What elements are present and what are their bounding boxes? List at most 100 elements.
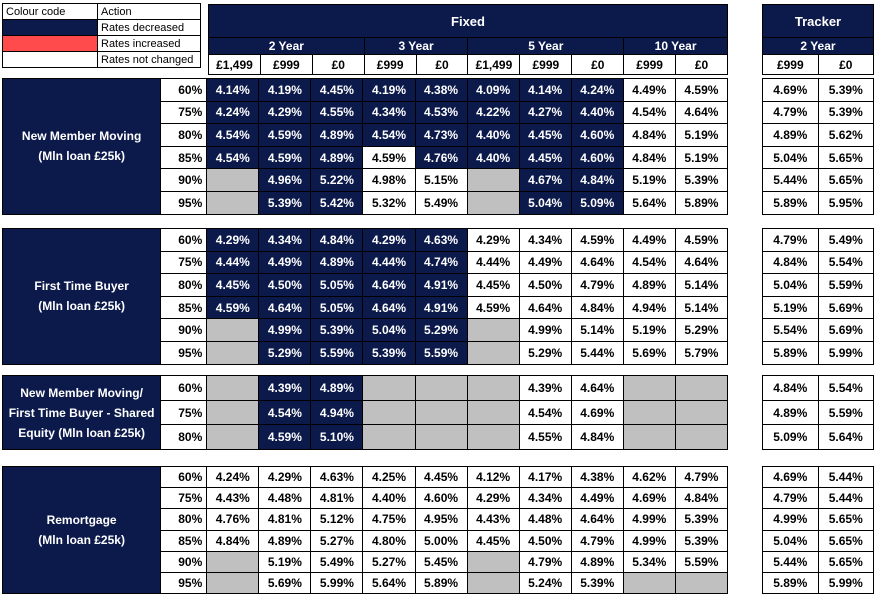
fixed-rate-cell: [622, 424, 676, 451]
fixed-rate-cell: 5.04%: [518, 190, 572, 215]
fixed-rate-cell: 4.64%: [362, 295, 416, 320]
fixed-rate-cell: 4.45%: [466, 529, 520, 552]
fixed-rate-cell: 4.59%: [674, 228, 729, 252]
table-row: 75% 4.54% 4.94% 4.54% 4.69%: [3, 399, 729, 426]
fixed-rate-cell: 4.64%: [674, 100, 729, 125]
fixed-rate-cell: [206, 340, 260, 365]
fixed-rate-cell: 4.54%: [206, 145, 260, 170]
fixed-rate-cell: 4.54%: [362, 123, 416, 147]
tracker-rate-cell: 4.69%: [762, 78, 819, 102]
fixed-rate-cell: [414, 424, 468, 451]
fixed-rate-cell: 4.45%: [414, 465, 468, 489]
fixed-rate-cell: 4.76%: [414, 145, 468, 170]
tracker-rate-cell: 5.44%: [762, 168, 819, 192]
term-5-year: 5 Year: [467, 37, 625, 55]
table-row: 80% 4.76% 4.81% 5.12% 4.75% 4.95% 4.43% 4.48% 4.…: [3, 508, 729, 531]
tracker-section-table: 4.84% 5.54% 4.89% 5.59% 5.09% 5.64%: [762, 375, 874, 451]
fixed-rate-cell: 4.40%: [570, 100, 624, 125]
fixed-rate-cell: 4.59%: [466, 295, 520, 320]
table-row: 85% 4.59% 4.64% 5.05% 4.64% 4.91% 4.59% 4.64% 4.…: [3, 295, 729, 320]
fixed-rate-cell: 4.24%: [206, 465, 260, 489]
tracker-rate-cell: 5.09%: [762, 424, 819, 451]
fixed-rate-cell: [674, 571, 729, 595]
table-row: 90% 4.99% 5.39% 5.04% 5.29% 4.99% 5.14% 5.19% 5.…: [3, 318, 729, 342]
tracker-row: 5.09% 5.64%: [762, 424, 874, 451]
tracker-rate-cell: 5.99%: [817, 571, 874, 595]
section-label-line: First Time Buyer: [34, 279, 129, 294]
tracker-fee-0: £0: [817, 54, 875, 75]
fixed-rate-cell: 4.64%: [258, 295, 312, 320]
table-row: 80% 4.45% 4.50% 5.05% 4.64% 4.91% 4.45% 4.50% 4.…: [3, 273, 729, 297]
fixed-rate-cell: 4.59%: [570, 228, 624, 252]
tracker-row: 5.44% 5.65%: [762, 168, 874, 192]
fixed-rate-cell: [362, 399, 416, 426]
tracker-term-2-year: 2 Year: [762, 37, 874, 55]
fixed-rate-cell: 5.45%: [414, 550, 468, 573]
section-label: New Member Moving/First Time Buyer - Sha…: [1, 374, 162, 451]
fixed-header: Fixed 2 Year 3 Year 5 Year 10 Year £1,49…: [208, 4, 728, 75]
fixed-rate-cell: 4.89%: [310, 123, 364, 147]
fixed-rate-cell: 4.64%: [570, 250, 624, 275]
tracker-row: 4.69% 5.44%: [762, 465, 874, 489]
fixed-rate-cell: 4.99%: [622, 508, 676, 531]
fixed-rate-cell: 4.19%: [258, 78, 312, 102]
fixed-rate-cell: 4.49%: [518, 250, 572, 275]
fixed-rate-cell: 4.99%: [258, 318, 312, 342]
fixed-rate-cell: 5.39%: [674, 508, 729, 531]
fixed-rate-cell: 4.79%: [674, 465, 729, 489]
fixed-rate-cell: [362, 424, 416, 451]
fixed-rate-cell: 5.19%: [674, 145, 729, 170]
table-row: 85% 4.84% 4.89% 5.27% 4.80% 5.00% 4.45% 4.50% 4.…: [3, 529, 729, 552]
fixed-rate-cell: 4.74%: [414, 250, 468, 275]
fixed-rate-cell: [674, 399, 729, 426]
section-label-line: (Mln loan £25k): [38, 149, 125, 164]
fixed-rate-cell: 4.59%: [362, 145, 416, 170]
fixed-rate-cell: 4.50%: [518, 529, 572, 552]
tracker-rate-cell: 5.65%: [817, 168, 874, 192]
fixed-rate-cell: 4.89%: [310, 250, 364, 275]
tracker-rate-cell: 5.39%: [817, 100, 874, 125]
tracker-section-table: 4.79% 5.49% 4.84% 5.54% 5.04% 5.59% 5.19% 5.69%…: [762, 228, 874, 365]
fixed-rate-cell: 5.32%: [362, 190, 416, 215]
fixed-rate-cell: 4.96%: [258, 168, 312, 192]
tracker-row: 5.04% 5.65%: [762, 145, 874, 170]
fixed-rate-cell: 5.39%: [362, 340, 416, 365]
tracker-rate-cell: 5.64%: [817, 424, 874, 451]
tracker-rate-cell: 5.89%: [762, 190, 819, 215]
section-label: Remortgage (Mln loan £25k): [1, 465, 162, 595]
tracker-section-table: 4.69% 5.44% 4.79% 5.44% 4.99% 5.65% 5.04% 5.65%…: [762, 465, 874, 595]
fixed-rate-cell: 5.69%: [622, 340, 676, 365]
fixed-rate-cell: 4.79%: [570, 529, 624, 552]
tracker-rate-cell: 5.69%: [817, 295, 874, 320]
ltv-label: 60%: [160, 228, 208, 252]
fixed-rate-cell: 4.49%: [622, 228, 676, 252]
fixed-rate-cell: 4.80%: [362, 529, 416, 552]
fixed-rate-cell: 4.45%: [206, 273, 260, 297]
section-table: New Member Moving (Mln loan £25k) 60% 4.14%…: [1, 78, 729, 215]
fixed-rate-cell: 4.64%: [518, 295, 572, 320]
section-label-line: First Time Buyer - Shared: [8, 405, 155, 420]
fixed-rate-cell: 4.59%: [258, 123, 312, 147]
ltv-label: 80%: [160, 273, 208, 297]
fixed-rate-cell: 4.43%: [466, 508, 520, 531]
legend-header-colour: Colour code: [2, 3, 98, 20]
fixed-rate-cell: 5.42%: [310, 190, 364, 215]
fixed-rate-cell: 4.91%: [414, 273, 468, 297]
fixed-rate-cell: 4.12%: [466, 465, 520, 489]
table-row: New Member Moving (Mln loan £25k) 60% 4.14%…: [1, 78, 729, 215]
tracker-row: 5.89% 5.99%: [762, 571, 874, 595]
tracker-row: 4.89% 5.62%: [762, 123, 874, 147]
fixed-rate-cell: 5.14%: [570, 318, 624, 342]
fixed-rate-cell: 4.49%: [258, 250, 312, 275]
fixed-rate-cell: [466, 550, 520, 573]
tracker-title: Tracker: [762, 4, 874, 38]
table-row: 75% 4.43% 4.48% 4.81% 4.40% 4.60% 4.29% 4.34% 4.…: [3, 487, 729, 510]
fixed-rate-cell: 4.89%: [570, 550, 624, 573]
fixed-rate-cell: [414, 399, 468, 426]
fixed-rate-cell: 4.89%: [310, 375, 364, 401]
tracker-rate-cell: 5.65%: [817, 508, 874, 531]
fixed-rate-cell: [466, 399, 520, 426]
fixed-rate-cell: 4.94%: [622, 295, 676, 320]
fixed-rate-cell: [466, 375, 520, 401]
table-row: 75% 4.44% 4.49% 4.89% 4.44% 4.74% 4.44% 4.49% 4.…: [3, 250, 729, 275]
